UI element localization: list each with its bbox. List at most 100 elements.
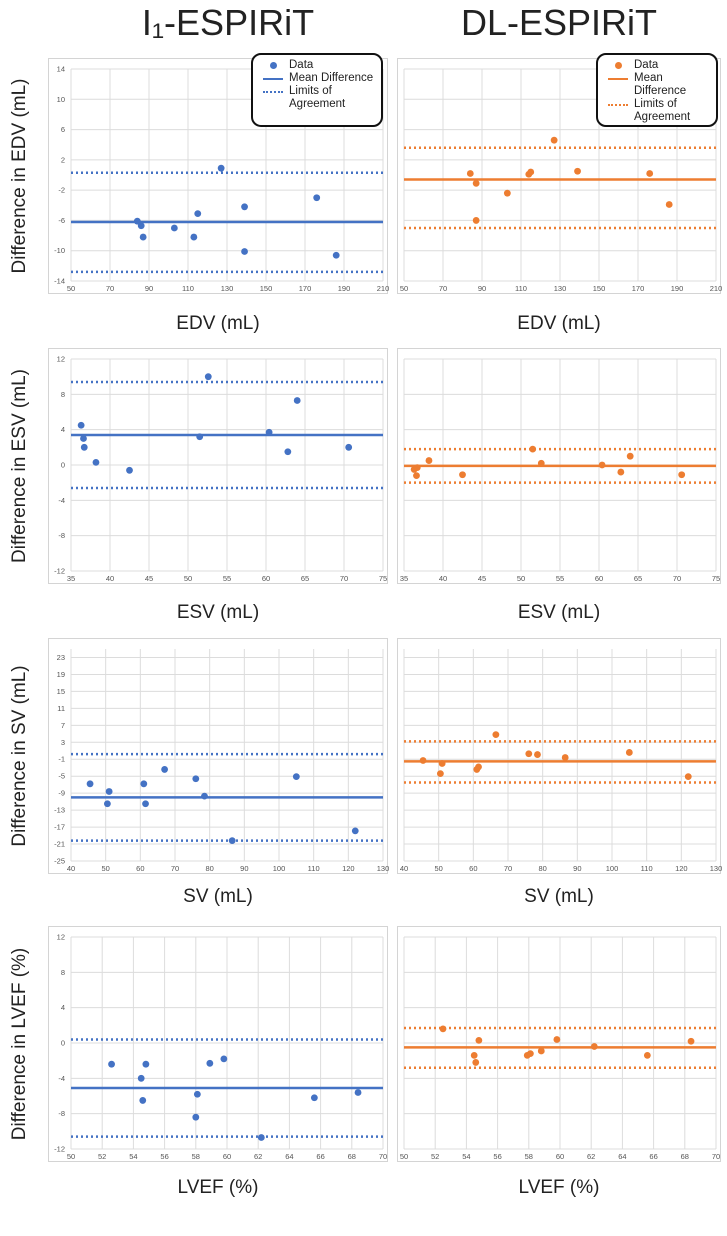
- x-tick-label: 58: [192, 1152, 200, 1161]
- legend-label: Limits of Agreement: [289, 85, 346, 110]
- data-point: [678, 471, 686, 479]
- y-tick-label: 0: [61, 1039, 65, 1048]
- x-tick-label: 54: [129, 1152, 137, 1161]
- x-tick-label: 56: [493, 1152, 501, 1161]
- legend-mean-entry: Mean Difference: [604, 72, 710, 98]
- data-point: [475, 763, 482, 771]
- x-tick-label: 150: [260, 284, 273, 293]
- x-tick-label: 62: [587, 1152, 595, 1161]
- data-point: [665, 201, 673, 208]
- data-point: [413, 464, 421, 472]
- legend-limits-entry: Limits of Agreement: [259, 85, 375, 111]
- x-tick-label: 90: [145, 284, 153, 293]
- bland-altman-chart: 40 50 60 70 80 90 100 110 120 130: [397, 638, 722, 874]
- y-tick-label: -25: [54, 857, 65, 866]
- legend: Data Mean Difference Limits of Agreement: [596, 53, 718, 127]
- y-tick-label: -10: [54, 246, 65, 255]
- y-axis-label: Difference in LVEF (%): [0, 926, 40, 1162]
- x-tick-label: 120: [675, 864, 688, 873]
- data-point: [190, 233, 198, 241]
- x-tick-label: 70: [712, 1152, 720, 1161]
- x-tick-label: 40: [439, 574, 447, 583]
- bland-altman-chart: 40 50 60 70 80 90 100 110 120 130 -25 -21 -17 -13 -9 -5…: [48, 638, 389, 874]
- data-point: [503, 189, 511, 197]
- data-point: [525, 750, 533, 758]
- data-point: [438, 760, 446, 767]
- legend-symbol: [604, 59, 634, 72]
- data-point: [265, 428, 273, 436]
- data-point: [139, 1097, 147, 1104]
- data-point: [201, 792, 208, 800]
- y-tick-label: 4: [61, 425, 65, 434]
- data-point: [684, 773, 692, 781]
- legend-marker: [608, 78, 628, 80]
- data-point: [419, 757, 427, 764]
- data-point: [425, 457, 433, 464]
- data-point: [470, 1051, 478, 1059]
- x-tick-label: 55: [556, 574, 564, 583]
- legend-label: Data: [289, 59, 314, 71]
- legend-marker: [615, 62, 622, 69]
- data-point: [437, 770, 444, 778]
- chart-svg: 50 52 54 56 58 60 62 64 66 68 70: [400, 936, 720, 1161]
- x-axis-label: EDV (mL): [517, 313, 601, 334]
- data-point: [104, 800, 111, 808]
- data-point: [228, 837, 236, 845]
- legend-label: Mean Difference: [289, 72, 374, 84]
- x-tick-label: 70: [106, 284, 114, 293]
- data-point: [284, 448, 292, 456]
- legend-marker: [263, 78, 283, 80]
- y-tick-label: 12: [57, 355, 65, 364]
- legend-symbol: [604, 72, 634, 85]
- x-tick-label: 64: [285, 1152, 293, 1161]
- data-point: [574, 167, 581, 175]
- x-tick-label: 80: [538, 864, 546, 873]
- data-point: [77, 421, 85, 429]
- x-tick-label: 50: [434, 864, 442, 873]
- data-point: [193, 1090, 201, 1098]
- data-point: [220, 1055, 228, 1063]
- legend-marker: [270, 62, 277, 69]
- x-tick-label: 50: [400, 284, 408, 293]
- x-tick-label: 40: [106, 574, 114, 583]
- chart-svg: 35 40 45 50 55 60 65 70 75 -12 -8 -4 0 4 8 12: [54, 355, 387, 584]
- data-point: [105, 788, 113, 795]
- data-point: [292, 773, 300, 781]
- x-tick-label: 70: [379, 1152, 387, 1161]
- data-point: [133, 217, 141, 225]
- x-tick-label: 68: [348, 1152, 356, 1161]
- y-tick-label: 8: [61, 390, 65, 399]
- data-point: [354, 1089, 362, 1096]
- x-tick-label: 75: [379, 574, 387, 583]
- x-tick-label: 210: [710, 284, 722, 293]
- y-tick-label: -17: [54, 823, 65, 832]
- y-axis-label: Difference in ESV (mL): [0, 348, 40, 584]
- x-axis-label: SV (mL): [524, 886, 594, 907]
- bland-altman-chart: 50 70 90 110 130 150 170 190 210 Data Mean Differe…: [397, 53, 722, 294]
- data-point: [137, 1074, 145, 1082]
- x-tick-label: 60: [595, 574, 603, 583]
- x-tick-label: 90: [573, 864, 581, 873]
- data-point: [332, 251, 340, 259]
- data-point: [139, 233, 147, 241]
- data-point: [92, 458, 100, 466]
- data-point: [625, 749, 633, 756]
- x-tick-label: 35: [400, 574, 408, 583]
- y-tick-label: 0: [61, 461, 65, 470]
- x-tick-label: 75: [712, 574, 720, 583]
- data-point: [459, 471, 466, 479]
- y-tick-label: -13: [54, 806, 65, 815]
- y-tick-label: 7: [61, 721, 65, 730]
- x-tick-label: 210: [377, 284, 389, 293]
- data-point: [257, 1134, 265, 1141]
- data-point: [142, 800, 149, 808]
- y-tick-label: -8: [58, 1109, 65, 1118]
- legend-symbol: [259, 85, 289, 98]
- y-axis-label: Difference in SV (mL): [0, 638, 40, 874]
- x-tick-label: 130: [554, 284, 567, 293]
- data-point: [598, 461, 606, 469]
- chart-svg: 50 70 90 110 130 150 170 190 210: [400, 68, 722, 293]
- x-tick-label: 170: [632, 284, 645, 293]
- legend-label: Mean Difference: [634, 72, 687, 97]
- bland-altman-chart: 50 52 54 56 58 60 62 64 66 68 70: [397, 926, 721, 1162]
